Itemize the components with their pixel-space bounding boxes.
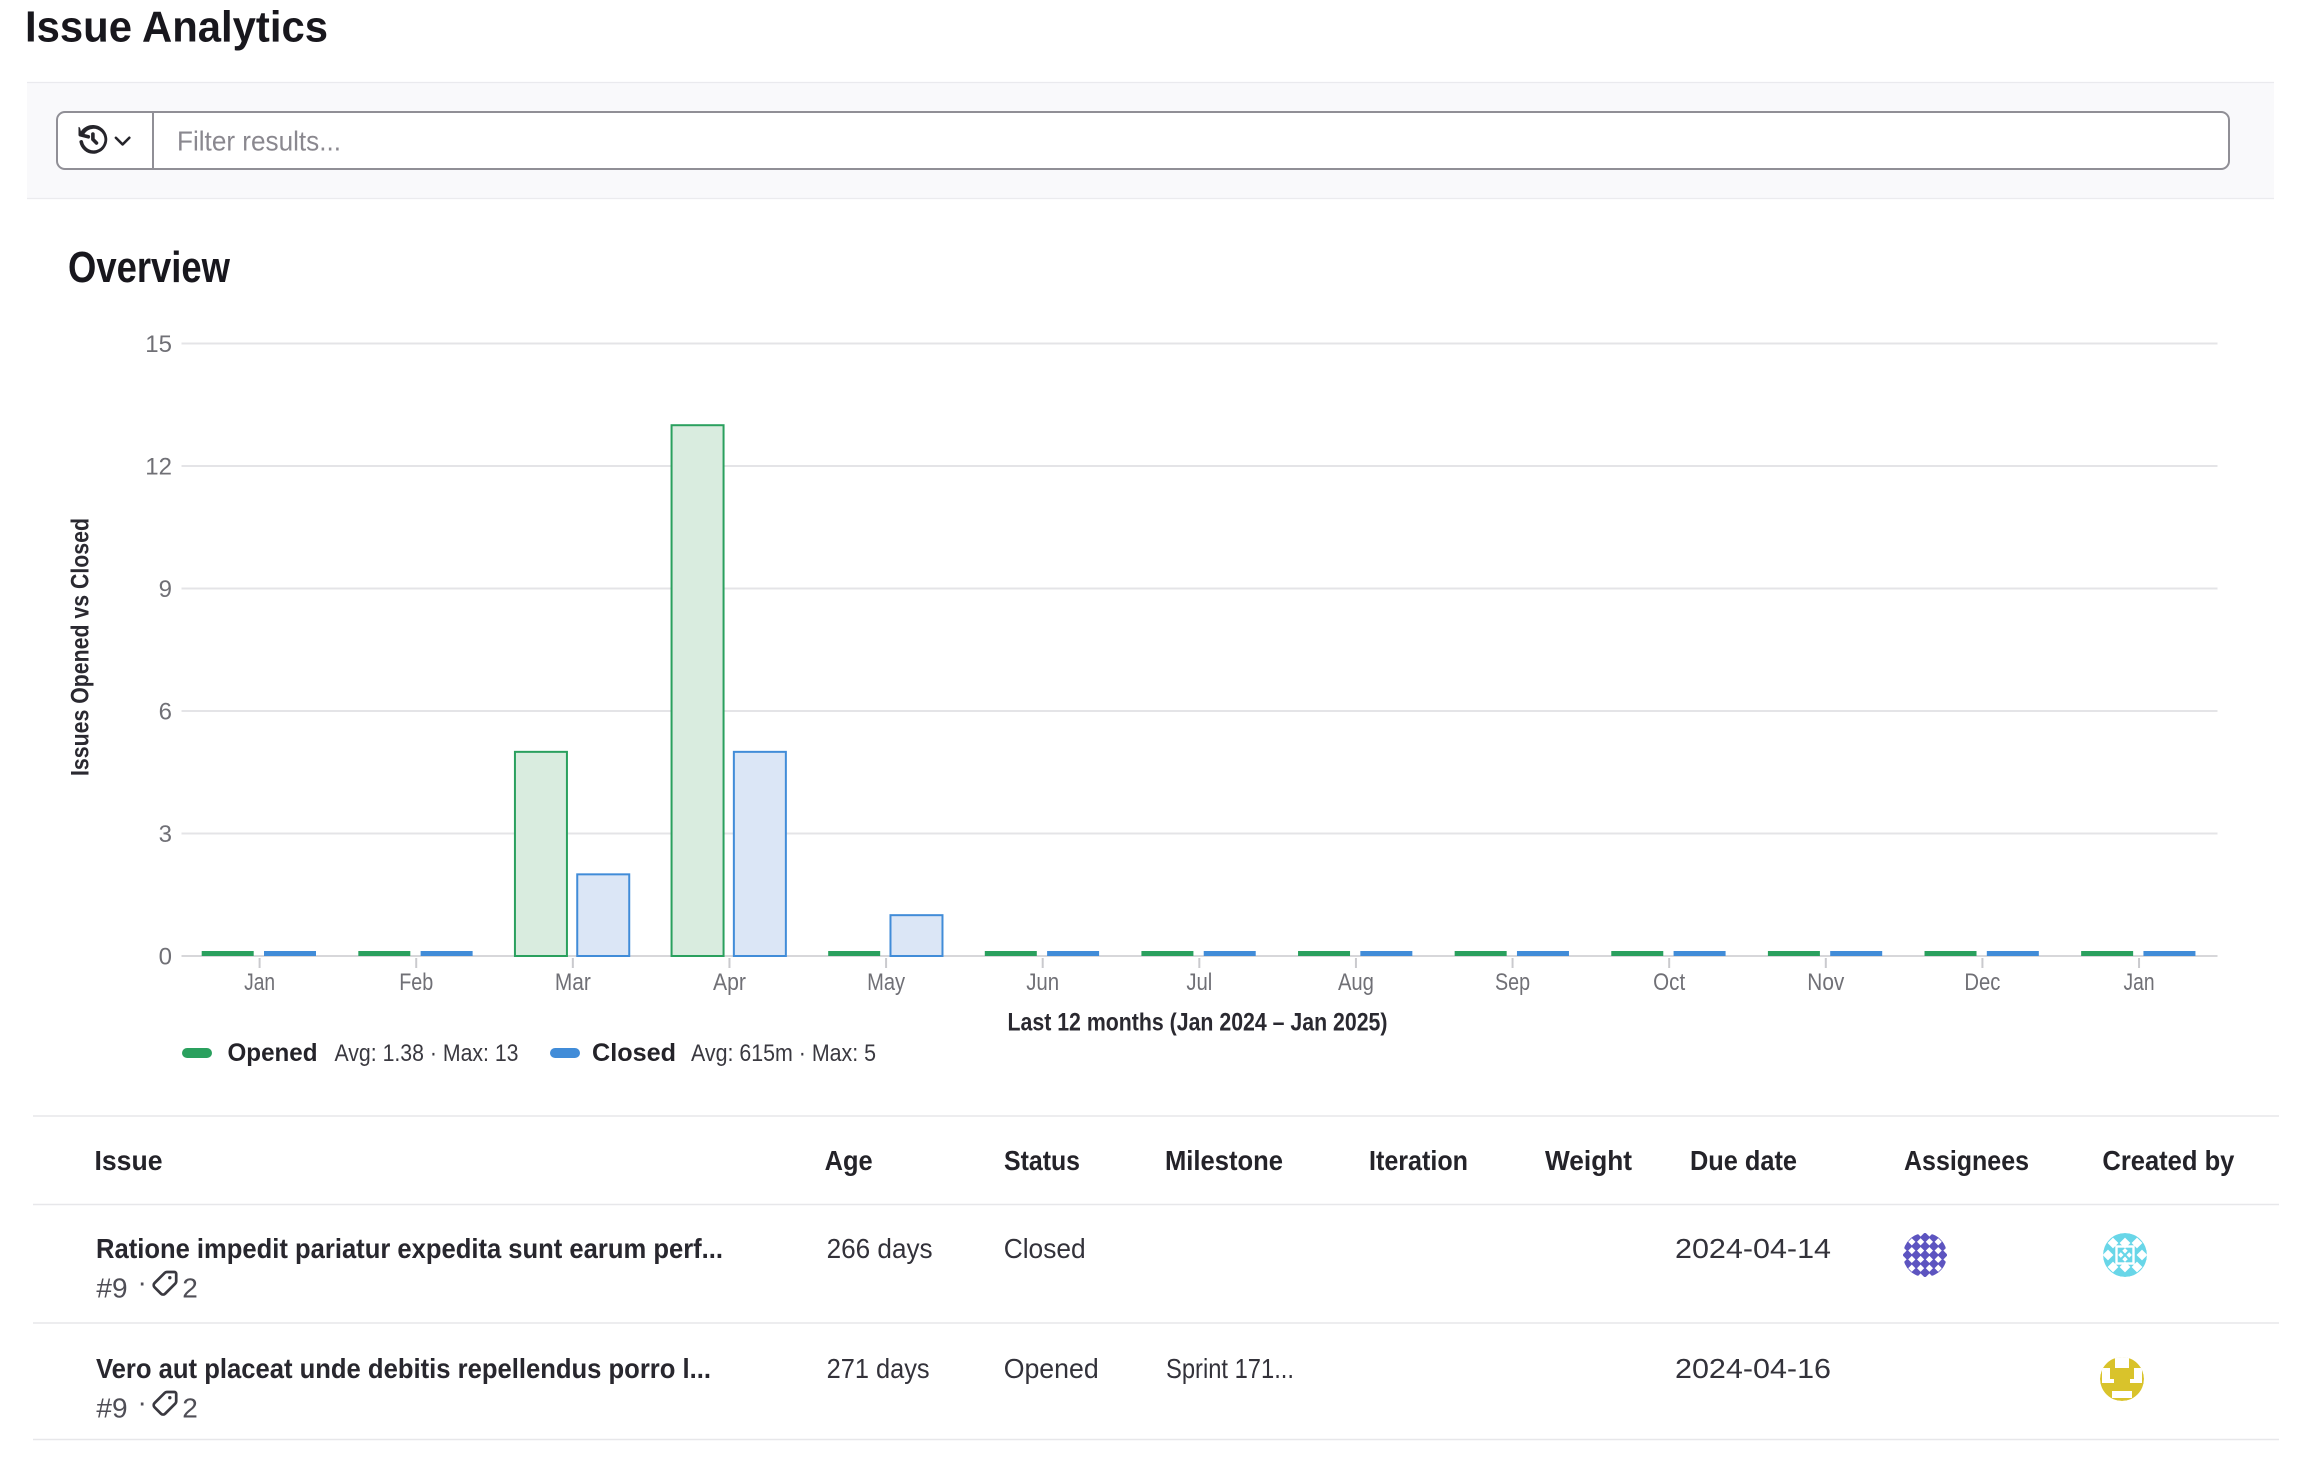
svg-text:Due date: Due date [1690, 1145, 1797, 1176]
svg-text:Status: Status [1004, 1145, 1080, 1176]
svg-text:Vero aut placeat unde debitis: Vero aut placeat unde debitis repellendu… [96, 1353, 711, 1384]
svg-text:Closed: Closed [1004, 1233, 1086, 1264]
svg-text:Iteration: Iteration [1369, 1145, 1468, 1176]
svg-text:Avg: 1.38 · Max: 13: Avg: 1.38 · Max: 13 [335, 1040, 519, 1067]
svg-text:Jun: Jun [1026, 969, 1059, 996]
svg-text:Jul: Jul [1186, 969, 1212, 996]
svg-text:Sprint 171...: Sprint 171... [1166, 1353, 1294, 1384]
svg-text:15: 15 [145, 331, 172, 358]
svg-text:Nov: Nov [1807, 969, 1844, 996]
svg-text:Issue: Issue [95, 1145, 163, 1176]
svg-text:6: 6 [159, 699, 172, 726]
svg-text:Filter results...: Filter results... [177, 126, 341, 157]
svg-text:Jan: Jan [2124, 969, 2155, 996]
svg-text:Assignees: Assignees [1904, 1145, 2029, 1176]
svg-text:·: · [138, 1267, 147, 1298]
svg-text:·: · [138, 1387, 147, 1418]
svg-text:Aug: Aug [1338, 969, 1374, 996]
svg-text:Apr: Apr [713, 969, 746, 996]
svg-text:12: 12 [145, 454, 172, 481]
svg-text:Avg: 615m · Max: 5: Avg: 615m · Max: 5 [691, 1040, 876, 1067]
svg-text:Feb: Feb [399, 969, 433, 996]
svg-text:2024-04-16: 2024-04-16 [1675, 1353, 1831, 1384]
svg-text:Issues Opened vs Closed: Issues Opened vs Closed [67, 518, 95, 776]
svg-text:Milestone: Milestone [1165, 1145, 1283, 1176]
svg-text:Created by: Created by [2102, 1145, 2234, 1176]
svg-text:Weight: Weight [1545, 1145, 1632, 1176]
svg-text:9: 9 [159, 576, 172, 603]
svg-text:2: 2 [182, 1273, 198, 1304]
svg-text:May: May [867, 969, 905, 996]
svg-text:271 days: 271 days [827, 1353, 930, 1384]
svg-text:Dec: Dec [1964, 969, 2000, 996]
svg-text:Opened: Opened [1004, 1353, 1099, 1384]
svg-text:0: 0 [159, 944, 172, 971]
svg-text:Issue Analytics: Issue Analytics [25, 3, 328, 52]
svg-text:266 days: 266 days [827, 1233, 933, 1264]
svg-text:Mar: Mar [555, 969, 591, 996]
svg-text:3: 3 [159, 821, 172, 848]
svg-text:#9: #9 [96, 1273, 127, 1304]
svg-text:Oct: Oct [1653, 969, 1685, 996]
svg-text:Sep: Sep [1495, 969, 1530, 996]
svg-text:Ratione impedit pariatur exped: Ratione impedit pariatur expedita sunt e… [96, 1233, 723, 1264]
svg-text:Opened: Opened [228, 1039, 318, 1067]
svg-text:Jan: Jan [244, 969, 275, 996]
svg-text:2024-04-14: 2024-04-14 [1675, 1233, 1831, 1264]
svg-text:Last 12 months (Jan 2024 – Jan: Last 12 months (Jan 2024 – Jan 2025) [1008, 1009, 1388, 1037]
svg-text:#9: #9 [96, 1393, 127, 1424]
svg-text:Closed: Closed [592, 1039, 676, 1067]
svg-text:Age: Age [825, 1145, 873, 1176]
svg-text:2: 2 [182, 1393, 198, 1424]
svg-text:Overview: Overview [68, 243, 231, 292]
